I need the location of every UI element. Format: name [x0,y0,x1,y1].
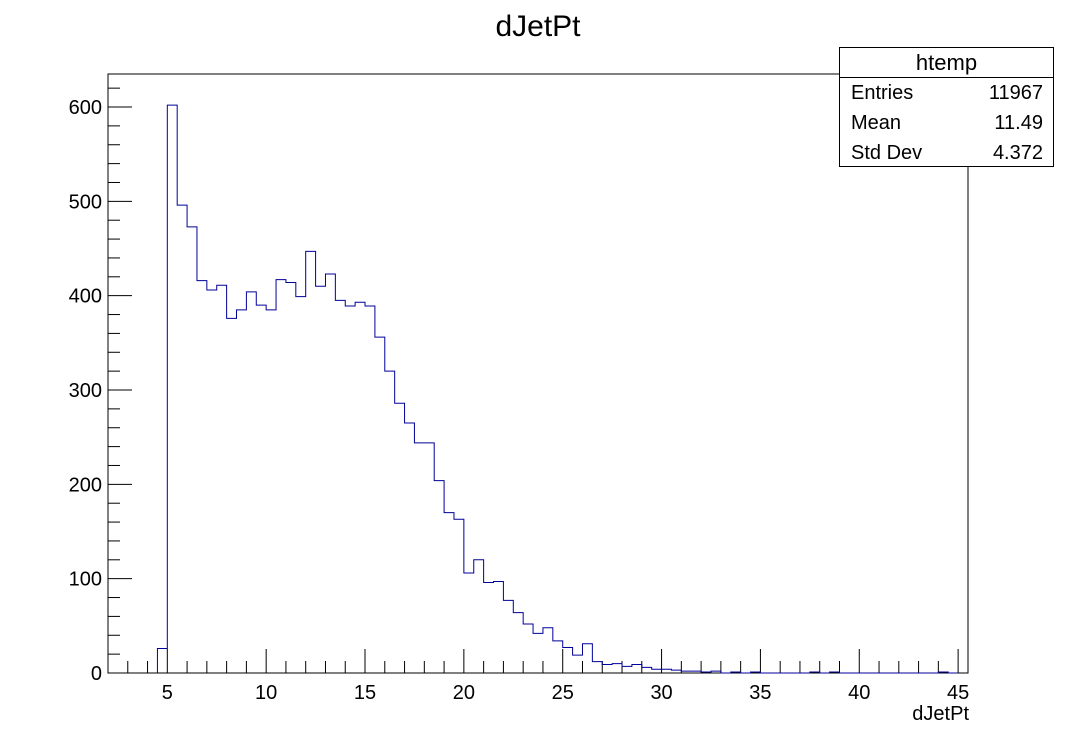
histogram-bin [355,302,365,673]
histogram-bin [167,105,177,673]
y-tick-label: 600 [69,97,102,119]
histogram-bin [503,600,513,673]
histogram-bin [375,337,385,673]
histogram-bin [573,655,583,673]
y-tick-label: 500 [69,191,102,213]
histogram-bin [424,443,434,673]
x-axis: 5 10 15 20 25 30 35 40 45 [107,649,969,704]
histogram-bin [612,664,622,673]
y-tick-label: 300 [69,380,102,402]
histogram-bin [454,519,464,673]
histogram-bins [157,105,948,673]
stats-mean-row: Mean 11.49 [840,108,1053,138]
histogram-bin [256,305,266,673]
y-tick-label: 100 [69,569,102,591]
stats-entries-value: 11967 [988,82,1043,104]
stats-box-title: htemp [840,48,1053,78]
histogram-bin [177,205,187,673]
x-tick-label: 25 [552,682,574,704]
y-tick-label: 0 [91,663,102,685]
histogram-bin [444,513,454,673]
histogram-bin [217,285,227,673]
histogram-bin [533,633,543,673]
stats-mean-label: Mean [851,112,902,134]
stats-std-label: Std Dev [851,142,923,164]
histogram-bin [652,669,662,673]
stats-box: htemp Entries 11967 Mean 11.49 Std Dev 4… [839,47,1054,167]
histogram-bin [246,292,256,673]
y-tick-label: 200 [69,474,102,496]
x-tick-label: 20 [453,682,475,704]
chart-title: dJetPt [495,10,581,43]
histogram-bin [464,573,474,673]
y-tick-label: 400 [69,286,102,308]
histogram-bin [197,281,207,673]
x-tick-label: 40 [848,682,870,704]
histogram-bin [286,282,296,673]
histogram-bin [345,306,355,673]
histogram-bin [405,423,415,673]
histogram-bin [434,481,444,673]
histogram-bin [494,581,504,673]
x-tick-label: 35 [749,682,771,704]
histogram-bin [622,666,632,673]
histogram-bin [513,613,523,673]
histogram-bin [237,310,247,673]
plot-frame [107,73,969,674]
histogram-bin [582,644,592,673]
histogram-bin [602,665,612,673]
histogram-bin [523,624,533,673]
histogram-bin [662,669,672,673]
histogram-bin [276,280,286,673]
x-tick-label: 30 [650,682,672,704]
histogram-bin [484,582,494,673]
stats-std-value: 4.372 [992,142,1043,164]
stats-entries-label: Entries [851,82,914,104]
x-tick-label: 15 [354,682,376,704]
histogram-bin [632,665,642,673]
histogram-bin [157,648,167,673]
histogram-bin [227,318,237,673]
histogram-bin [325,274,335,673]
histogram-bin [207,290,217,673]
x-tick-label: 5 [162,682,173,704]
histogram-bin [365,306,375,673]
x-axis-label: dJetPt [912,703,969,725]
stats-mean-value: 11.49 [994,112,1043,134]
histogram-bin [296,297,306,673]
histogram-bin [642,667,652,673]
histogram-bin [266,310,276,673]
stats-std-row: Std Dev 4.372 [840,138,1053,168]
histogram-bin [187,227,197,673]
histogram-bin [553,641,563,673]
histogram-outline [156,104,959,674]
histogram-bin [335,300,345,673]
histogram-bin [385,371,395,673]
x-tick-label: 10 [255,682,277,704]
stats-entries-row: Entries 11967 [840,78,1053,108]
histogram-bin [414,443,424,673]
histogram-bin [543,628,553,673]
histogram-bin [316,286,326,673]
histogram-bin [592,662,602,673]
y-axis: 0 100 200 300 400 500 600 [69,87,132,685]
histogram-bin [474,560,484,673]
histogram-bin [306,251,316,673]
histogram-bin [395,403,405,673]
histogram-bin [563,648,573,673]
x-tick-label: 45 [947,682,969,704]
